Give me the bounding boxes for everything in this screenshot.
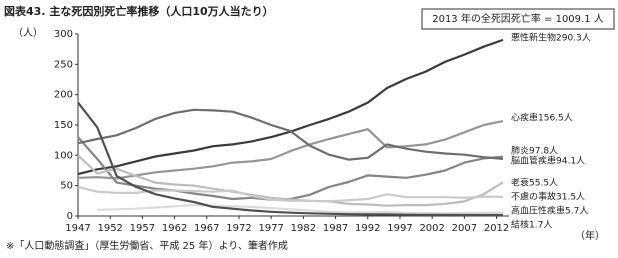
y-tick-label: 300 <box>54 29 73 40</box>
series-label: 悪性新生物290.3人 <box>511 32 591 44</box>
y-tick-label: 0 <box>67 211 73 222</box>
x-tick-label: 2012 <box>484 223 509 234</box>
x-tick-label: 1962 <box>162 223 187 234</box>
x-tick-label: 1952 <box>97 223 122 234</box>
series-line <box>77 154 504 207</box>
series-label: 高血圧性疾患5.7人 <box>511 205 588 217</box>
series-label: 老衰55.5人 <box>511 177 558 189</box>
y-axis-label: （人） <box>13 27 43 39</box>
series-line <box>77 101 503 217</box>
note-box <box>421 8 615 30</box>
series-line <box>77 108 504 161</box>
x-tick-label: 1957 <box>130 223 155 234</box>
series-label: 結核1.7人 <box>511 219 552 231</box>
series-label: 心疾患156.5人 <box>511 112 573 124</box>
note: 2013 年の全死因死亡率 = 1009.1 人 <box>432 12 604 25</box>
x-tick-label: 1947 <box>65 223 90 234</box>
y-tick-label: 250 <box>54 59 73 70</box>
y-tick-label: 150 <box>54 120 73 131</box>
series-label: 不慮の事故31.5人 <box>511 191 585 203</box>
series-line <box>97 204 504 215</box>
x-tick-label: 2002 <box>419 223 444 234</box>
series-label: 肺炎97.8人 <box>511 146 558 157</box>
x-tick-label: 1992 <box>355 223 380 234</box>
x-tick-label: 1972 <box>226 223 251 234</box>
source: ※「人口動態調査」（厚生労働省、平成 25 年）より、筆者作成 <box>6 239 288 252</box>
y-tick-label: 200 <box>54 90 73 101</box>
x-tick-label: 1977 <box>258 223 283 234</box>
series-line <box>77 120 504 180</box>
series-label: 脳血管疾患94.1人 <box>511 155 585 167</box>
x-tick-label: 1997 <box>387 223 412 234</box>
x-tick-label: 1967 <box>194 223 219 234</box>
x-tick-label: 2007 <box>452 223 477 234</box>
y-tick-label: 100 <box>54 150 73 161</box>
chart-title: 図表43. 主な死因別死亡率推移（人口10万人当たり） <box>4 4 274 18</box>
x-axis-label: （年） <box>575 229 605 242</box>
x-tick-label: 1987 <box>323 223 348 234</box>
x-tick-label: 1982 <box>291 223 316 234</box>
y-tick-label: 50 <box>60 181 73 192</box>
